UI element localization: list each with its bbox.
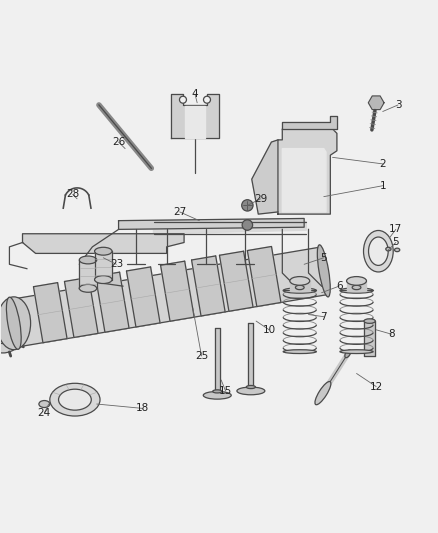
Text: 25: 25 [195, 351, 208, 361]
Ellipse shape [352, 285, 361, 289]
Circle shape [0, 311, 24, 353]
Ellipse shape [0, 297, 31, 350]
Text: 17: 17 [389, 224, 403, 235]
Polygon shape [119, 219, 304, 229]
Ellipse shape [39, 400, 50, 408]
Ellipse shape [95, 247, 112, 255]
Ellipse shape [315, 382, 331, 405]
Polygon shape [290, 281, 310, 290]
Polygon shape [252, 140, 278, 214]
Ellipse shape [346, 277, 367, 285]
Text: 18: 18 [136, 403, 149, 414]
Text: 2: 2 [379, 159, 386, 169]
Polygon shape [364, 321, 375, 356]
Ellipse shape [213, 390, 222, 393]
Ellipse shape [290, 277, 310, 285]
Polygon shape [10, 247, 328, 347]
Ellipse shape [364, 230, 393, 272]
Polygon shape [185, 106, 205, 138]
Ellipse shape [295, 278, 304, 282]
Text: 29: 29 [254, 194, 267, 204]
Text: 3: 3 [395, 100, 401, 110]
Polygon shape [368, 96, 384, 110]
Polygon shape [283, 116, 337, 129]
Text: 26: 26 [112, 137, 125, 147]
Polygon shape [95, 251, 112, 280]
Circle shape [242, 220, 253, 230]
Ellipse shape [283, 288, 316, 293]
Ellipse shape [395, 248, 400, 252]
Circle shape [0, 320, 14, 343]
Text: 7: 7 [321, 312, 327, 322]
Polygon shape [33, 282, 67, 343]
Polygon shape [127, 267, 160, 327]
Polygon shape [215, 328, 220, 391]
Text: 5: 5 [321, 253, 327, 263]
Polygon shape [278, 129, 337, 214]
Ellipse shape [283, 350, 316, 353]
Text: 10: 10 [263, 325, 276, 335]
Ellipse shape [352, 278, 361, 282]
Polygon shape [191, 256, 225, 316]
Ellipse shape [386, 247, 391, 251]
Polygon shape [95, 272, 129, 332]
Text: 23: 23 [110, 260, 123, 269]
Text: 28: 28 [66, 189, 79, 199]
Ellipse shape [59, 389, 91, 410]
Ellipse shape [7, 297, 21, 349]
Polygon shape [283, 149, 326, 212]
Polygon shape [153, 222, 306, 234]
Ellipse shape [364, 319, 375, 324]
Polygon shape [22, 234, 184, 253]
Ellipse shape [79, 285, 97, 292]
Text: 27: 27 [173, 207, 186, 217]
Text: 24: 24 [38, 408, 51, 418]
Polygon shape [64, 277, 98, 337]
Ellipse shape [79, 256, 97, 264]
Ellipse shape [50, 383, 100, 416]
Circle shape [242, 200, 253, 211]
Ellipse shape [317, 245, 330, 297]
Ellipse shape [345, 350, 351, 358]
Circle shape [204, 96, 211, 103]
Polygon shape [161, 261, 194, 321]
Text: 4: 4 [192, 89, 198, 99]
Ellipse shape [340, 350, 373, 353]
Text: 15: 15 [219, 386, 232, 396]
Text: 6: 6 [336, 281, 343, 291]
Ellipse shape [203, 391, 231, 399]
Polygon shape [346, 281, 367, 290]
Text: 8: 8 [388, 329, 395, 339]
Text: 5: 5 [392, 238, 399, 247]
Polygon shape [171, 94, 219, 138]
Text: 1: 1 [379, 181, 386, 191]
Ellipse shape [340, 288, 373, 293]
Polygon shape [247, 246, 281, 306]
Ellipse shape [237, 387, 265, 395]
Ellipse shape [95, 276, 112, 284]
Polygon shape [79, 260, 97, 288]
Circle shape [180, 96, 187, 103]
Ellipse shape [368, 237, 388, 265]
Polygon shape [219, 251, 253, 311]
Ellipse shape [246, 385, 255, 389]
Polygon shape [248, 323, 254, 387]
Text: 12: 12 [370, 382, 383, 392]
Ellipse shape [295, 285, 304, 289]
